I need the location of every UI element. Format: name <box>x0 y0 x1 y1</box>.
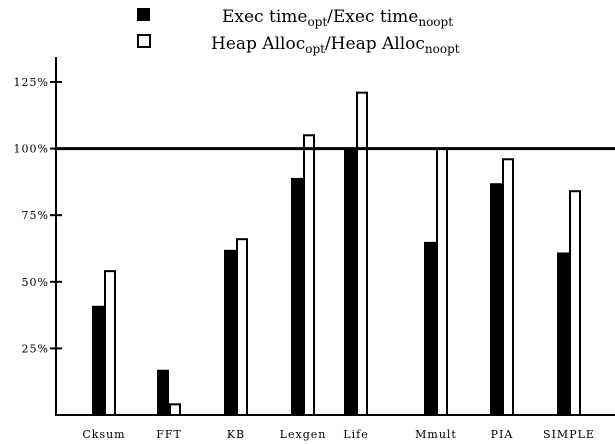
y-tick-label: 100% <box>14 143 49 156</box>
legend-swatch-heap-alloc <box>137 34 151 48</box>
bar-heap-alloc <box>104 270 116 417</box>
y-tick-label: 50% <box>22 276 49 289</box>
category-label: PIA <box>491 428 514 441</box>
category-labels: Cksum FFT KB Lexgen Life Mmult PIA SIMPLE <box>82 428 595 441</box>
category-label: SIMPLE <box>543 428 595 441</box>
bar-exec-time <box>490 183 502 415</box>
bar-exec-time <box>344 148 356 415</box>
legend-label-heap-alloc: Heap Allocopt/Heap Allocnoopt <box>211 34 460 56</box>
bar-exec-time <box>557 252 569 415</box>
bar-exec-time <box>291 177 303 415</box>
bar-exec-time <box>157 369 169 415</box>
category-label: Life <box>343 428 368 441</box>
bar-heap-alloc <box>303 134 315 416</box>
bar-exec-time <box>92 305 104 415</box>
category-label: Mmult <box>415 428 457 441</box>
y-tick-label: 125% <box>14 76 49 89</box>
bar-exec-time <box>424 241 436 415</box>
y-tick-label: 75% <box>22 209 49 222</box>
y-ticks: 25% 50% 75% 100% 125% <box>14 76 62 355</box>
legend-swatch-exec-time <box>137 8 150 21</box>
bar-heap-alloc <box>436 147 448 416</box>
legend-label-exec-time: Exec timeopt/Exec timenoopt <box>222 7 453 29</box>
bar-heap-alloc <box>502 158 514 416</box>
category-label: FFT <box>156 428 182 441</box>
y-tick-label: 25% <box>22 342 49 355</box>
bar-heap-alloc <box>569 190 581 416</box>
bar-heap-alloc <box>236 238 248 416</box>
category-label: Lexgen <box>280 428 327 441</box>
category-label: KB <box>227 428 245 441</box>
bar-heap-alloc <box>169 403 181 416</box>
bar-heap-alloc <box>356 91 368 416</box>
bar-exec-time <box>224 249 236 415</box>
bars <box>92 91 581 417</box>
category-label: Cksum <box>82 428 125 441</box>
legend: Exec timeopt/Exec timenoopt Heap Allocop… <box>137 7 460 56</box>
